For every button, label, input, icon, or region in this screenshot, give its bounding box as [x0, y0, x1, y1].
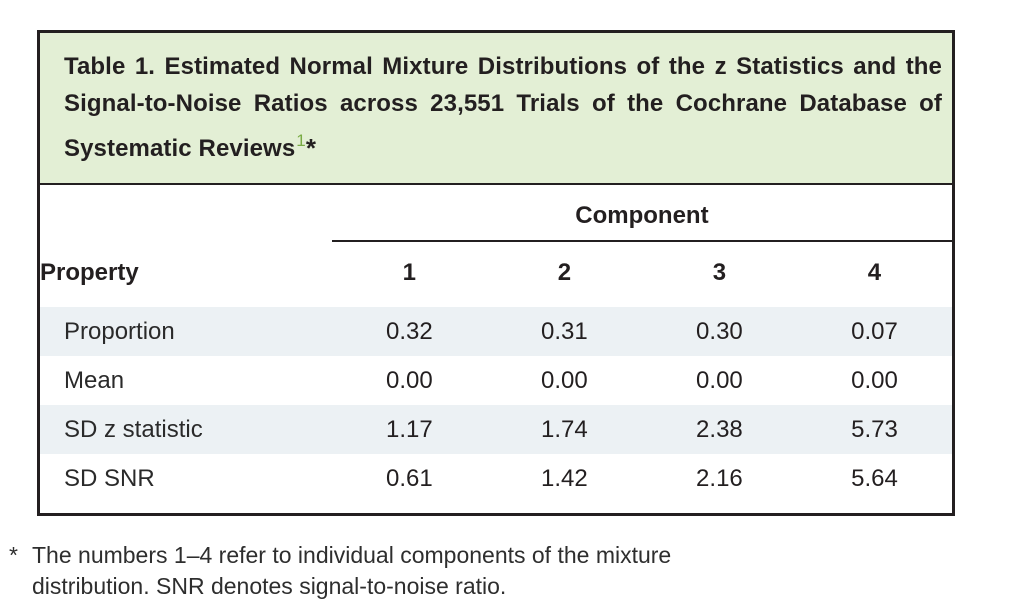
table-row-mean: Mean 0.00 0.00 0.00 0.00 [40, 356, 952, 405]
cell-sd-z-4: 5.73 [796, 405, 952, 454]
cell-proportion-3: 0.30 [641, 307, 797, 356]
reference-superscript-link[interactable]: 1 [296, 131, 306, 150]
property-column-header: Property [40, 258, 139, 286]
cell-mean-1: 0.00 [385, 366, 433, 394]
column-header-3: 3 [712, 259, 727, 286]
table-row-proportion: Proportion 0.32 0.31 0.30 0.07 [40, 307, 952, 356]
cell-sd-z-3: 2.38 [641, 405, 797, 454]
cell-mean-4: 0.00 [851, 366, 898, 394]
table-row-sd-snr: SD SNR 0.61 1.42 2.16 5.64 [40, 454, 952, 503]
row-label-sd-snr: SD SNR [64, 464, 155, 492]
cell-sd-snr-3: 2.16 [696, 464, 743, 492]
table-1: Table 1. Estimated Normal Mixture Distri… [37, 30, 955, 516]
table-footnote: * The numbers 1–4 refer to individual co… [9, 540, 719, 602]
table-bottom-spacer [40, 503, 952, 513]
component-group-header: Component [331, 185, 952, 242]
cell-sd-snr-1: 0.61 [385, 464, 433, 492]
mixture-distribution-table: Component Property 1 2 3 4 Proportion 0.… [40, 185, 952, 513]
footnote-text: The numbers 1–4 refer to individual comp… [32, 542, 672, 599]
table-row-sd-z-statistic: SD z statistic 1.17 1.74 2.38 5.73 [40, 405, 952, 454]
column-header-row: Property 1 2 3 4 [40, 241, 952, 307]
cell-sd-z-2: 1.74 [486, 405, 642, 454]
table-title: Table 1. Estimated Normal Mixture Distri… [40, 33, 952, 185]
footnote-asterisk: * [9, 542, 18, 568]
row-label-mean: Mean [64, 366, 125, 394]
cell-proportion-1: 0.32 [331, 307, 487, 356]
component-spanner-row: Component [40, 185, 952, 242]
row-label-proportion: Proportion [40, 307, 332, 356]
cell-sd-snr-2: 1.42 [541, 464, 588, 492]
cell-proportion-4: 0.07 [796, 307, 952, 356]
spanner-empty-cell [40, 185, 332, 241]
cell-sd-z-1: 1.17 [331, 405, 487, 454]
cell-proportion-2: 0.31 [486, 307, 642, 356]
cell-mean-2: 0.00 [541, 366, 588, 394]
column-header-2: 2 [557, 259, 572, 286]
column-header-1: 1 [402, 259, 417, 286]
cell-sd-snr-4: 5.64 [851, 464, 898, 492]
row-label-sd-z-statistic: SD z statistic [40, 405, 332, 454]
footnote-marker-title: * [305, 133, 316, 163]
table-title-text: Table 1. Estimated Normal Mixture Distri… [64, 53, 942, 162]
cell-mean-3: 0.00 [696, 366, 743, 394]
column-header-4: 4 [867, 259, 882, 286]
